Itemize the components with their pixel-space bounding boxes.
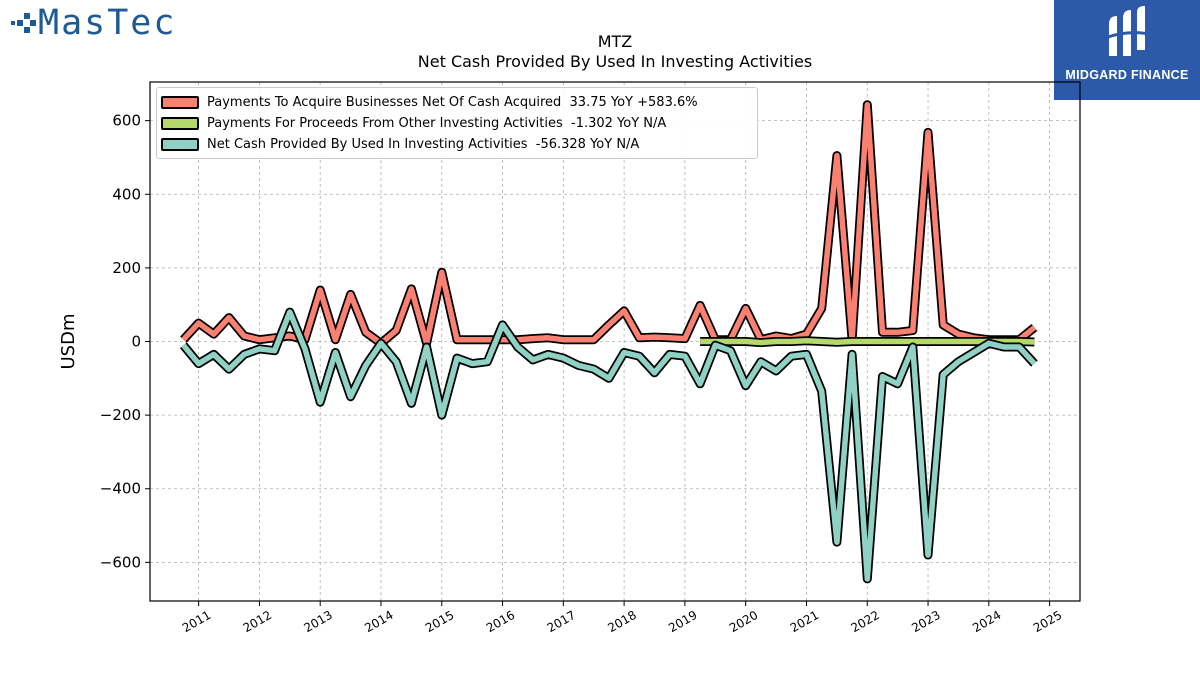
- midgard-finance-badge: MIDGARD FINANCE: [1054, 0, 1200, 100]
- x-tick-label-2024: 2024: [970, 608, 1003, 635]
- x-tick-label-2020: 2020: [727, 608, 760, 635]
- x-tick-label-2021: 2021: [788, 608, 821, 635]
- mastec-logo: MasTec: [8, 2, 176, 44]
- x-tick-label-2016: 2016: [484, 608, 517, 635]
- y-tick-label-200: 200: [112, 259, 141, 277]
- series-line-other-investing: [700, 338, 1035, 346]
- legend-item-acquisitions: Payments To Acquire Businesses Net Of Ca…: [157, 92, 757, 113]
- x-tick-label-2011: 2011: [180, 608, 213, 635]
- legend-swatch-acquisitions: [161, 96, 199, 109]
- legend-label-net-investing: Net Cash Provided By Used In Investing A…: [207, 137, 640, 152]
- pixel-mark-icon: [11, 13, 36, 33]
- y-tick-label-400: 400: [112, 185, 141, 203]
- chart-subtitle: Net Cash Provided By Used In Investing A…: [417, 52, 813, 71]
- chart-title: MTZ: [597, 32, 633, 51]
- x-tick-label-2013: 2013: [301, 608, 334, 635]
- y-tick-label-600: 600: [112, 112, 141, 130]
- x-tick-label-2025: 2025: [1031, 608, 1064, 635]
- y-tick-label--200: −200: [100, 406, 141, 424]
- x-tick-label-2012: 2012: [241, 608, 274, 635]
- x-tick-label-2014: 2014: [362, 608, 395, 635]
- legend-swatch-other-investing: [161, 117, 199, 130]
- series-outline-net-investing: [179, 307, 1038, 584]
- legend-swatch-net-investing: [161, 138, 199, 151]
- chart-legend: Payments To Acquire Businesses Net Of Ca…: [156, 87, 758, 159]
- y-axis-label: USDm: [58, 314, 79, 370]
- x-tick-label-2023: 2023: [909, 608, 942, 635]
- y-tick-label-0: 0: [131, 333, 141, 351]
- y-tick-label--600: −600: [100, 553, 141, 571]
- badge-name: MIDGARD FINANCE: [1065, 68, 1189, 82]
- series-line-net-investing: [181, 309, 1037, 582]
- legend-item-net-investing: Net Cash Provided By Used In Investing A…: [157, 134, 757, 155]
- x-tick-label-2022: 2022: [849, 608, 882, 635]
- y-tick-label--400: −400: [100, 480, 141, 498]
- legend-label-other-investing: Payments For Proceeds From Other Investi…: [207, 116, 667, 131]
- x-tick-label-2019: 2019: [666, 608, 699, 635]
- midgard-emblem-icon: [1104, 6, 1150, 56]
- legend-label-acquisitions: Payments To Acquire Businesses Net Of Ca…: [207, 95, 698, 110]
- legend-item-other-investing: Payments For Proceeds From Other Investi…: [157, 113, 757, 134]
- x-tick-label-2018: 2018: [605, 608, 638, 635]
- x-tick-label-2015: 2015: [423, 608, 456, 635]
- x-tick-label-2017: 2017: [545, 608, 578, 635]
- brand-name: MasTec: [38, 3, 177, 43]
- series-line-acquisitions: [181, 102, 1037, 347]
